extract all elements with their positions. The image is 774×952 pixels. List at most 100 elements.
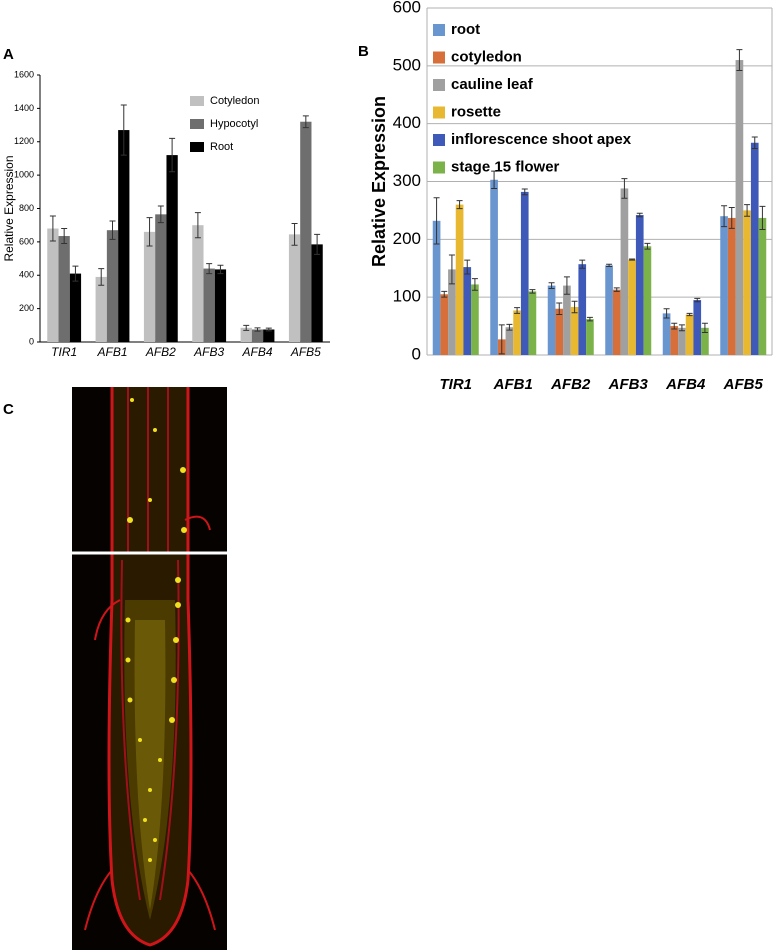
bar: [662, 313, 671, 355]
y-tick-label: 200: [393, 229, 421, 248]
bar: [670, 326, 679, 355]
bar: [513, 310, 521, 355]
bar: [693, 300, 702, 355]
error-bar: [556, 302, 563, 316]
error-bar: [759, 205, 766, 231]
error-bar: [521, 188, 528, 196]
error-bar: [694, 297, 701, 303]
bar: [570, 306, 579, 355]
error-bar: [314, 233, 321, 255]
error-bar: [736, 49, 743, 71]
error-bar: [291, 223, 298, 246]
y-tick-label: 0: [29, 336, 34, 346]
x-tick-label: AFB3: [608, 376, 649, 393]
error-bar: [514, 307, 521, 314]
bar: [605, 265, 613, 355]
legend-label: cotyledon: [451, 48, 522, 65]
error-bar: [548, 282, 555, 289]
error-bar: [464, 259, 471, 275]
error-bar: [678, 324, 685, 332]
error-bar: [629, 258, 636, 261]
bar: [635, 215, 644, 355]
y-tick-label: 1400: [14, 103, 34, 113]
error-bar: [671, 322, 678, 330]
bar: [720, 216, 728, 355]
error-bar: [529, 289, 536, 294]
error-bar: [120, 104, 127, 156]
y-tick-label: 600: [19, 236, 34, 246]
error-bar: [579, 259, 586, 269]
error-bar: [563, 276, 570, 295]
legend-swatch: [433, 24, 445, 36]
legend-label: Root: [210, 141, 233, 153]
bar: [155, 214, 167, 342]
error-bar: [586, 316, 593, 322]
bar: [118, 130, 130, 342]
panel-label: A: [3, 46, 14, 63]
bar: [555, 308, 564, 355]
error-bar: [109, 220, 116, 240]
y-tick-label: 400: [19, 270, 34, 280]
bar: [701, 327, 709, 355]
error-bar: [636, 212, 643, 218]
legend-swatch: [433, 51, 445, 64]
x-tick-label: AFB1: [96, 345, 127, 359]
error-bar: [621, 178, 628, 199]
y-tick-label: 100: [393, 287, 421, 306]
legend-label: inflorescence shoot apex: [451, 131, 632, 148]
bar: [300, 121, 312, 342]
bar: [490, 179, 498, 355]
error-bar: [721, 205, 728, 228]
error-bar: [606, 263, 613, 268]
bar: [440, 294, 449, 355]
error-bar: [146, 217, 153, 247]
legend-swatch: [190, 142, 204, 152]
x-tick-label: AFB2: [550, 376, 591, 393]
error-bar: [217, 264, 224, 275]
panel-label: C: [3, 401, 14, 418]
bar: [505, 327, 514, 355]
bar: [685, 314, 694, 355]
bar: [750, 142, 759, 355]
legend-swatch: [433, 134, 445, 146]
legend-label: Cotyledon: [210, 95, 260, 107]
bar: [263, 329, 275, 342]
error-bar: [302, 115, 309, 129]
bar: [251, 329, 264, 342]
error-bar: [471, 278, 478, 291]
error-bar: [254, 327, 261, 332]
bar: [586, 319, 594, 355]
error-bar: [686, 312, 693, 317]
error-bar: [206, 263, 213, 275]
error-bar: [663, 308, 670, 319]
bar: [578, 264, 587, 355]
bar: [643, 246, 652, 355]
bar: [203, 268, 215, 342]
bar: [727, 217, 736, 355]
error-bar: [644, 242, 651, 250]
bar: [563, 285, 571, 355]
micrograph: [72, 387, 227, 950]
legend-swatch: [433, 106, 445, 119]
legend-swatch: [190, 96, 204, 106]
error-bar: [441, 290, 448, 298]
error-bar: [751, 136, 758, 150]
error-bar: [456, 200, 463, 210]
bar: [288, 234, 301, 342]
bar: [166, 155, 178, 342]
bar: [628, 259, 636, 355]
bar: [192, 225, 204, 342]
panel-label: B: [358, 43, 369, 60]
y-tick-label: 0: [412, 344, 421, 363]
bar: [471, 284, 479, 355]
legend-swatch: [190, 119, 204, 129]
error-bar: [243, 324, 250, 331]
bar: [432, 220, 441, 355]
error-bar: [613, 287, 620, 292]
legend-label: Hypocotyl: [210, 118, 258, 130]
legend-label: root: [451, 21, 480, 38]
bar: [678, 327, 686, 355]
legend-label: stage 15 flower: [451, 158, 560, 175]
bar: [95, 276, 107, 342]
